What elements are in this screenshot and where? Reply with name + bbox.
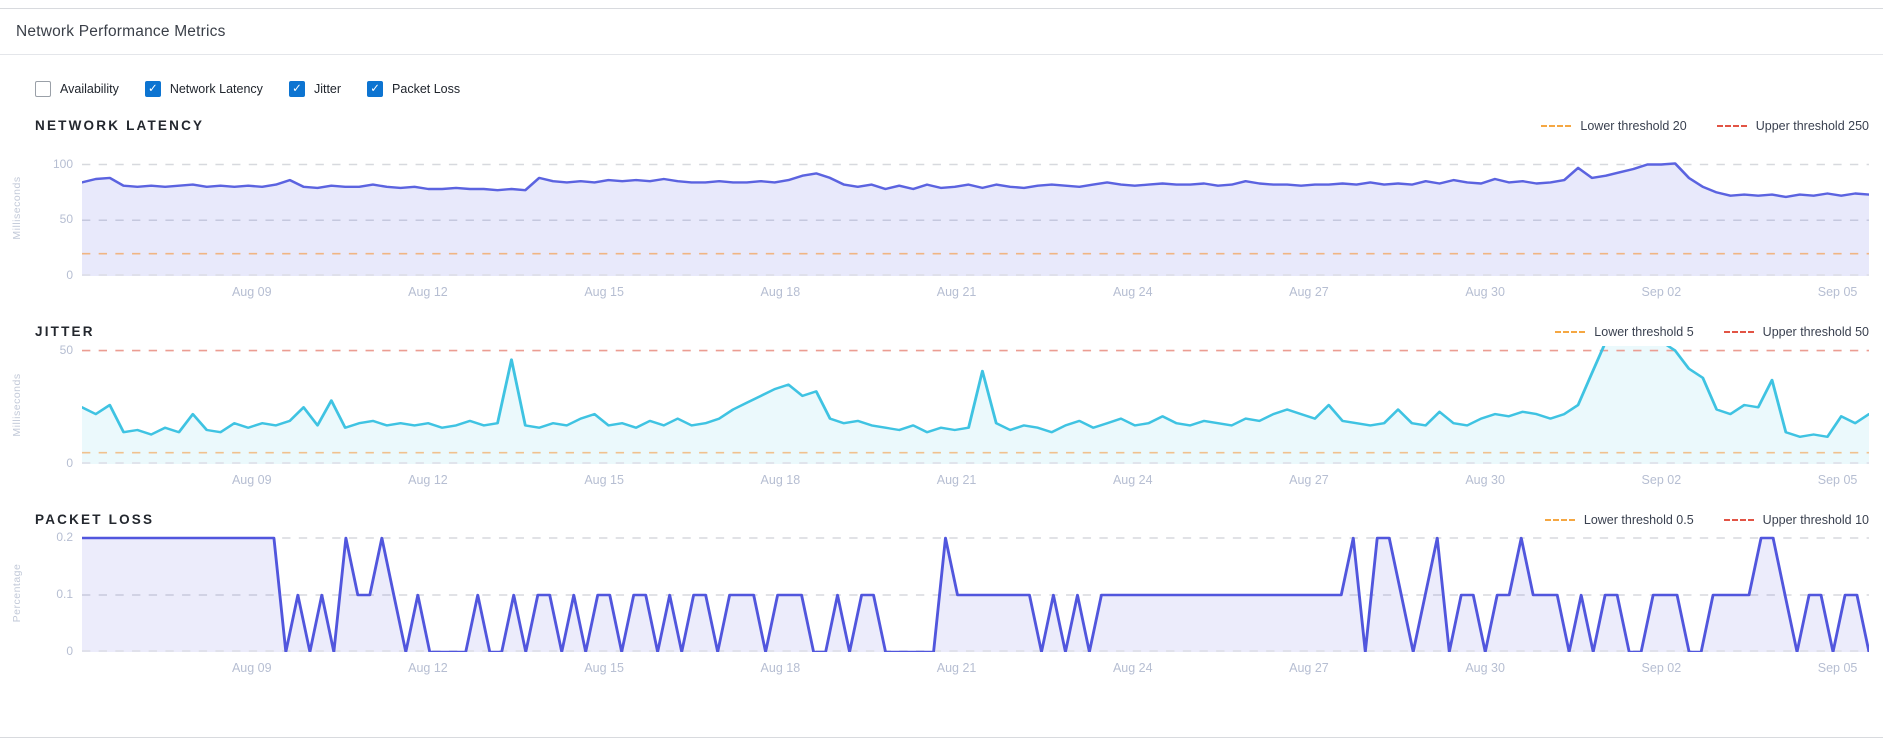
x-tick-label: Aug 18 [760,473,801,487]
lower-threshold-legend-item: Lower threshold 0.5 [1544,513,1694,527]
x-tick-label: Aug 15 [584,285,624,299]
card-header: Network Performance Metrics [0,9,1883,55]
page-title: Network Performance Metrics [16,23,226,40]
x-tick-label: Sep 05 [1817,285,1858,299]
legend-label: Lower threshold 20 [1580,119,1687,133]
x-tick-label: Aug 18 [760,285,801,299]
legend-label: Lower threshold 5 [1594,325,1694,339]
x-tick-label: Sep 02 [1641,285,1682,299]
network-metrics-card: Network Performance Metrics Availability… [0,8,1883,738]
x-tick-label: Aug 24 [1112,473,1153,487]
y-tick-label: 0 [66,644,73,658]
packet-loss-plot[interactable] [82,534,1869,652]
x-tick-label: Aug 24 [1112,661,1153,675]
y-tick-label: 50 [59,212,73,227]
y-tick-label: 0.2 [56,530,73,544]
filter-bar: Availability ✓ Network Latency ✓ Jitter ✓ Pack… [35,81,1867,97]
y-axis-label: Milliseconds [11,373,23,437]
x-tick-label: Aug 09 [231,473,272,487]
network-latency-title: NETWORK LATENCY [35,118,205,133]
filter-label: Jitter [313,82,342,96]
threshold-dashed-line-icon [1723,331,1754,333]
threshold-dashed-line-icon [1723,519,1754,521]
upper-threshold-legend-item: Upper threshold 250 [1716,119,1869,133]
network-latency-section: NETWORK LATENCY Lower threshold 20 Upper … [0,118,1883,303]
x-tick-label: Aug 09 [231,285,272,299]
lower-threshold-legend-item: Lower threshold 5 [1555,325,1694,339]
filter-packet-loss[interactable]: ✓ Packet Loss [367,81,460,97]
x-axis-labels: Aug 09 Aug 12 Aug 15 Aug 18 Aug 21 Aug 24 Aug … [82,652,1869,679]
legend-label: Upper threshold 50 [1762,325,1869,339]
jitter-title: JITTER [35,324,95,339]
x-tick-label: Aug 18 [760,661,801,675]
x-tick-label: Sep 05 [1817,661,1858,675]
y-tick-label: 0 [66,268,73,282]
x-axis-labels: Aug 09 Aug 12 Aug 15 Aug 18 Aug 21 Aug 24 Aug … [82,276,1869,303]
y-axis-name-column: Percentage [0,534,34,652]
upper-threshold-legend-item: Upper threshold 10 [1723,513,1869,527]
x-tick-label: Aug 30 [1465,473,1505,487]
x-tick-label: Aug 12 [408,661,448,675]
filter-network-latency[interactable]: ✓ Network Latency [144,81,263,97]
network-latency-chart-svg[interactable] [82,140,1869,276]
x-tick-label: Aug 30 [1465,285,1505,299]
y-tick-label: 50 [59,342,73,357]
checked-checkbox-icon[interactable]: ✓ [367,81,384,97]
x-tick-label: Sep 02 [1641,473,1682,487]
threshold-dashed-line-icon [1716,125,1747,127]
jitter-chart-svg[interactable] [82,346,1869,464]
jitter-legend: Lower threshold 5 Upper threshold 50 [1555,325,1869,339]
x-tick-label: Aug 30 [1465,661,1505,675]
x-axis-labels: Aug 09 Aug 12 Aug 15 Aug 18 Aug 21 Aug 24 Aug … [82,464,1869,491]
jitter-section: JITTER Lower threshold 5 Upper threshold … [0,324,1883,491]
y-axis-ticks: 0.2 0.1 0 [34,530,82,658]
x-tick-label: Aug 27 [1289,661,1329,675]
y-tick-label: 0.1 [56,586,73,601]
jitter-plot[interactable] [82,346,1869,464]
x-tick-label: Aug 21 [936,285,977,299]
y-axis-label: Percentage [11,563,23,623]
legend-label: Lower threshold 0.5 [1583,513,1694,527]
x-tick-label: Aug 27 [1289,473,1329,487]
filter-label: Availability [60,82,119,96]
network-latency-plot[interactable] [82,140,1869,276]
y-axis-name-column: Milliseconds [0,346,34,464]
x-tick-label: Aug 15 [584,473,624,487]
y-axis-ticks: 50 0 [34,342,82,470]
packet-loss-chart-svg[interactable] [82,534,1869,652]
checked-checkbox-icon[interactable]: ✓ [144,81,161,97]
lower-threshold-legend-item: Lower threshold 20 [1541,119,1687,133]
threshold-dashed-line-icon [1541,125,1572,127]
unchecked-checkbox-icon[interactable] [35,81,51,97]
x-tick-label: Aug 21 [936,473,977,487]
filter-availability[interactable]: Availability [35,81,119,97]
legend-label: Upper threshold 10 [1762,513,1869,527]
checked-checkbox-icon[interactable]: ✓ [288,81,305,97]
filter-label: Packet Loss [392,82,461,96]
y-tick-label: 0 [66,456,73,470]
threshold-dashed-line-icon [1544,519,1575,521]
x-tick-label: Aug 12 [408,473,448,487]
x-tick-label: Aug 21 [936,661,977,675]
legend-label: Upper threshold 250 [1755,119,1869,133]
threshold-dashed-line-icon [1555,331,1586,333]
packet-loss-legend: Lower threshold 0.5 Upper threshold 10 [1544,513,1869,527]
x-tick-label: Aug 15 [584,661,624,675]
y-axis-ticks: 100 50 0 [34,140,82,282]
x-tick-label: Sep 05 [1817,473,1858,487]
x-tick-label: Aug 27 [1289,285,1329,299]
x-tick-label: Aug 09 [231,661,272,675]
upper-threshold-legend-item: Upper threshold 50 [1723,325,1869,339]
filter-label: Network Latency [169,82,263,96]
x-tick-label: Sep 02 [1641,661,1682,675]
y-axis-label: Milliseconds [11,176,23,240]
filter-jitter[interactable]: ✓ Jitter [288,81,342,97]
network-latency-legend: Lower threshold 20 Upper threshold 250 [1541,119,1869,133]
y-tick-label: 100 [52,156,73,171]
x-tick-label: Aug 12 [408,285,448,299]
packet-loss-title: PACKET LOSS [35,512,155,527]
packet-loss-section: PACKET LOSS Lower threshold 0.5 Upper thr… [0,512,1883,679]
x-tick-label: Aug 24 [1112,285,1153,299]
y-axis-name-column: Milliseconds [0,140,34,276]
